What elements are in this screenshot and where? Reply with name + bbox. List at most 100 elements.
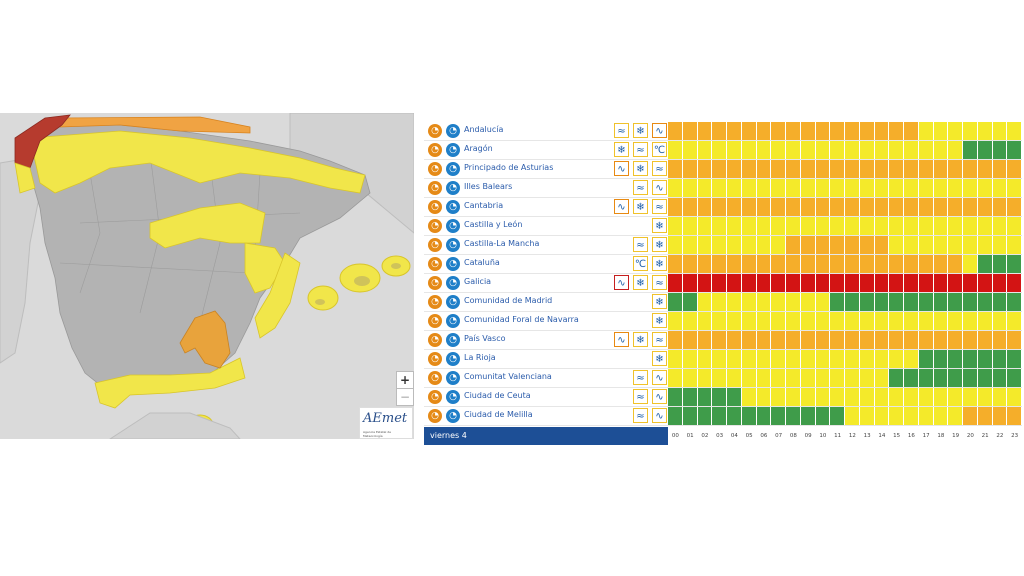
rss-feed-icon[interactable]: ◔ (428, 238, 442, 252)
wind-icon[interactable]: ≈ (652, 275, 667, 290)
hour-warning-cell[interactable] (859, 160, 874, 178)
rss-feed-icon[interactable]: ◔ (428, 143, 442, 157)
hour-warning-cell[interactable] (668, 407, 682, 425)
hour-warning-cell[interactable] (904, 122, 918, 140)
hour-warning-cell[interactable] (904, 350, 918, 368)
hour-warning-cell[interactable] (682, 274, 697, 292)
hour-warning-cell[interactable] (741, 122, 756, 140)
hour-warning-cell[interactable] (918, 274, 933, 292)
rss-feed-icon[interactable]: ◔ (428, 276, 442, 290)
hour-warning-cell[interactable] (845, 407, 859, 425)
hour-warning-cell[interactable] (933, 255, 948, 273)
hour-warning-cell[interactable] (771, 274, 785, 292)
hour-warning-cell[interactable] (712, 293, 726, 311)
hour-warning-cell[interactable] (977, 255, 992, 273)
hour-warning-cell[interactable] (889, 274, 903, 292)
hour-warning-cell[interactable] (948, 160, 962, 178)
hour-warning-cell[interactable] (992, 331, 1007, 349)
hour-warning-cell[interactable] (859, 217, 874, 235)
hour-warning-cell[interactable] (933, 179, 948, 197)
hour-warning-cell[interactable] (756, 274, 771, 292)
hour-warning-cell[interactable] (815, 217, 830, 235)
hour-warning-cell[interactable] (963, 141, 977, 159)
hour-warning-cell[interactable] (963, 255, 977, 273)
hour-warning-cell[interactable] (1007, 407, 1021, 425)
hour-warning-cell[interactable] (668, 350, 682, 368)
hour-warning-cell[interactable] (727, 350, 741, 368)
hour-warning-cell[interactable] (727, 369, 741, 387)
hour-warning-cell[interactable] (668, 369, 682, 387)
hour-warning-cell[interactable] (830, 160, 844, 178)
hour-warning-cell[interactable] (712, 217, 726, 235)
hour-warning-cell[interactable] (963, 179, 977, 197)
wind-icon[interactable]: ≈ (652, 332, 667, 347)
hour-warning-cell[interactable] (712, 274, 726, 292)
hour-warning-cell[interactable] (741, 369, 756, 387)
hour-warning-cell[interactable] (682, 236, 697, 254)
coastal-icon[interactable]: ∿ (652, 389, 667, 404)
hour-warning-cell[interactable] (992, 369, 1007, 387)
hour-warning-cell[interactable] (727, 331, 741, 349)
hour-warning-cell[interactable] (904, 217, 918, 235)
hour-warning-cell[interactable] (697, 293, 712, 311)
hour-warning-cell[interactable] (859, 274, 874, 292)
hour-warning-cell[interactable] (712, 198, 726, 216)
hour-warning-cell[interactable] (904, 198, 918, 216)
hour-warning-cell[interactable] (845, 369, 859, 387)
hour-warning-cell[interactable] (815, 274, 830, 292)
hour-warning-cell[interactable] (668, 312, 682, 330)
hour-warning-cell[interactable] (977, 141, 992, 159)
hour-warning-cell[interactable] (918, 369, 933, 387)
hour-warning-cell[interactable] (1007, 141, 1021, 159)
hour-warning-cell[interactable] (1007, 274, 1021, 292)
hour-warning-cell[interactable] (845, 160, 859, 178)
hour-warning-cell[interactable] (668, 388, 682, 406)
hour-warning-cell[interactable] (786, 388, 800, 406)
hour-warning-cell[interactable] (977, 274, 992, 292)
hour-warning-cell[interactable] (948, 312, 962, 330)
hour-warning-cell[interactable] (830, 350, 844, 368)
hour-warning-cell[interactable] (830, 217, 844, 235)
hour-warning-cell[interactable] (771, 122, 785, 140)
hour-warning-cell[interactable] (933, 407, 948, 425)
hour-warning-cell[interactable] (697, 255, 712, 273)
wind-icon[interactable]: ≈ (652, 199, 667, 214)
hour-warning-cell[interactable] (697, 388, 712, 406)
snow-icon[interactable]: ❄ (633, 161, 648, 176)
hour-warning-cell[interactable] (1007, 312, 1021, 330)
hour-warning-cell[interactable] (727, 122, 741, 140)
hour-warning-cell[interactable] (948, 369, 962, 387)
hour-warning-cell[interactable] (845, 122, 859, 140)
hour-warning-cell[interactable] (800, 293, 815, 311)
hour-warning-cell[interactable] (933, 331, 948, 349)
hour-warning-cell[interactable] (904, 407, 918, 425)
hour-warning-cell[interactable] (756, 407, 771, 425)
hour-warning-cell[interactable] (682, 350, 697, 368)
hour-warning-cell[interactable] (992, 255, 1007, 273)
rss-feed-icon[interactable]: ◔ (428, 257, 442, 271)
snow-icon[interactable]: ❄ (652, 294, 667, 309)
hour-warning-cell[interactable] (874, 331, 889, 349)
hour-warning-cell[interactable] (800, 198, 815, 216)
wind-icon[interactable]: ≈ (652, 161, 667, 176)
hour-warning-cell[interactable] (712, 407, 726, 425)
hour-warning-cell[interactable] (815, 369, 830, 387)
hour-warning-cell[interactable] (1007, 331, 1021, 349)
hour-warning-cell[interactable] (800, 274, 815, 292)
hour-warning-cell[interactable] (948, 350, 962, 368)
hour-warning-cell[interactable] (948, 407, 962, 425)
region-name-link[interactable]: Ciudad de Melilla (464, 410, 533, 419)
rss-feed-icon[interactable]: ◔ (428, 352, 442, 366)
hour-warning-cell[interactable] (904, 141, 918, 159)
hour-warning-cell[interactable] (889, 236, 903, 254)
hour-warning-cell[interactable] (741, 293, 756, 311)
hour-warning-cell[interactable] (786, 274, 800, 292)
hour-warning-cell[interactable] (727, 312, 741, 330)
hour-warning-cell[interactable] (727, 255, 741, 273)
hour-warning-cell[interactable] (668, 122, 682, 140)
hour-warning-cell[interactable] (682, 369, 697, 387)
hour-warning-cell[interactable] (741, 388, 756, 406)
zoom-out-button[interactable]: − (396, 388, 414, 406)
hour-warning-cell[interactable] (800, 312, 815, 330)
hour-warning-cell[interactable] (771, 198, 785, 216)
